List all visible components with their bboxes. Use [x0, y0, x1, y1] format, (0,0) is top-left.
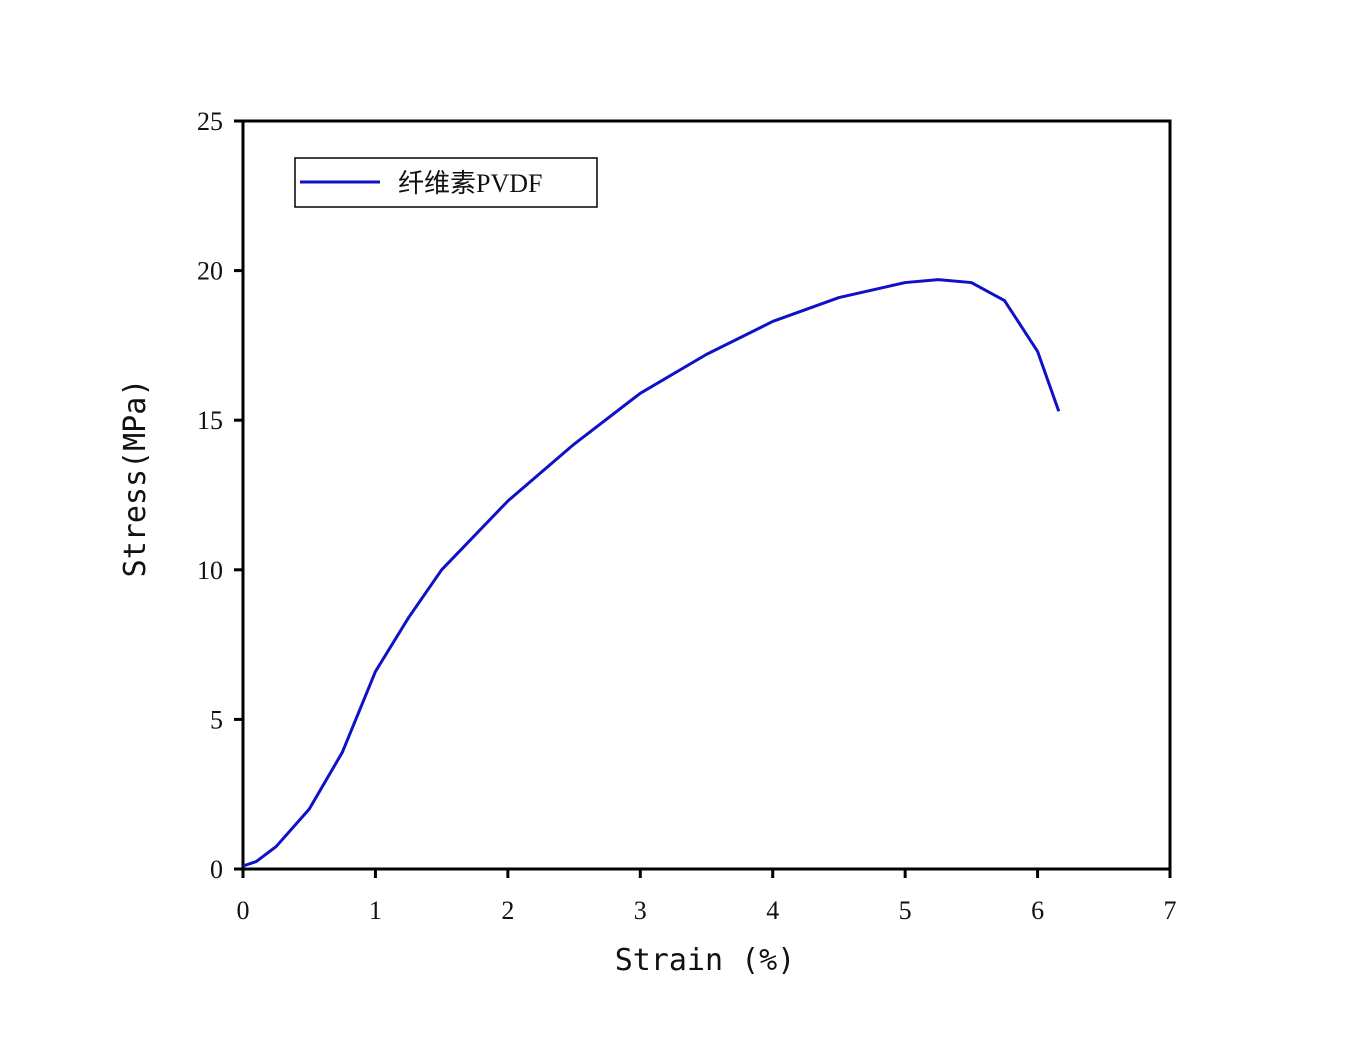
x-tick-label: 0	[237, 896, 250, 925]
x-tick-label: 3	[634, 896, 647, 925]
x-tick-label: 6	[1031, 896, 1044, 925]
x-tick-label: 2	[501, 896, 514, 925]
y-tick-label: 25	[197, 107, 223, 136]
y-axis-label: Stress(MPa)	[118, 379, 153, 578]
data-line	[242, 278, 1061, 868]
plot-frame	[241, 119, 1172, 871]
x-tick-label: 1	[369, 896, 382, 925]
x-tick-label: 7	[1164, 896, 1177, 925]
y-tick-label: 5	[210, 705, 223, 734]
x-tick-label: 4	[766, 896, 779, 925]
y-tick-label: 15	[197, 406, 223, 435]
legend-label: 纤维素PVDF	[398, 169, 542, 198]
y-tick-label: 0	[210, 855, 223, 884]
x-axis-label: Strain (%)	[615, 943, 796, 978]
y-tick-label: 10	[197, 556, 223, 585]
x-tick-label: 5	[899, 896, 912, 925]
y-tick-label: 20	[197, 257, 223, 286]
